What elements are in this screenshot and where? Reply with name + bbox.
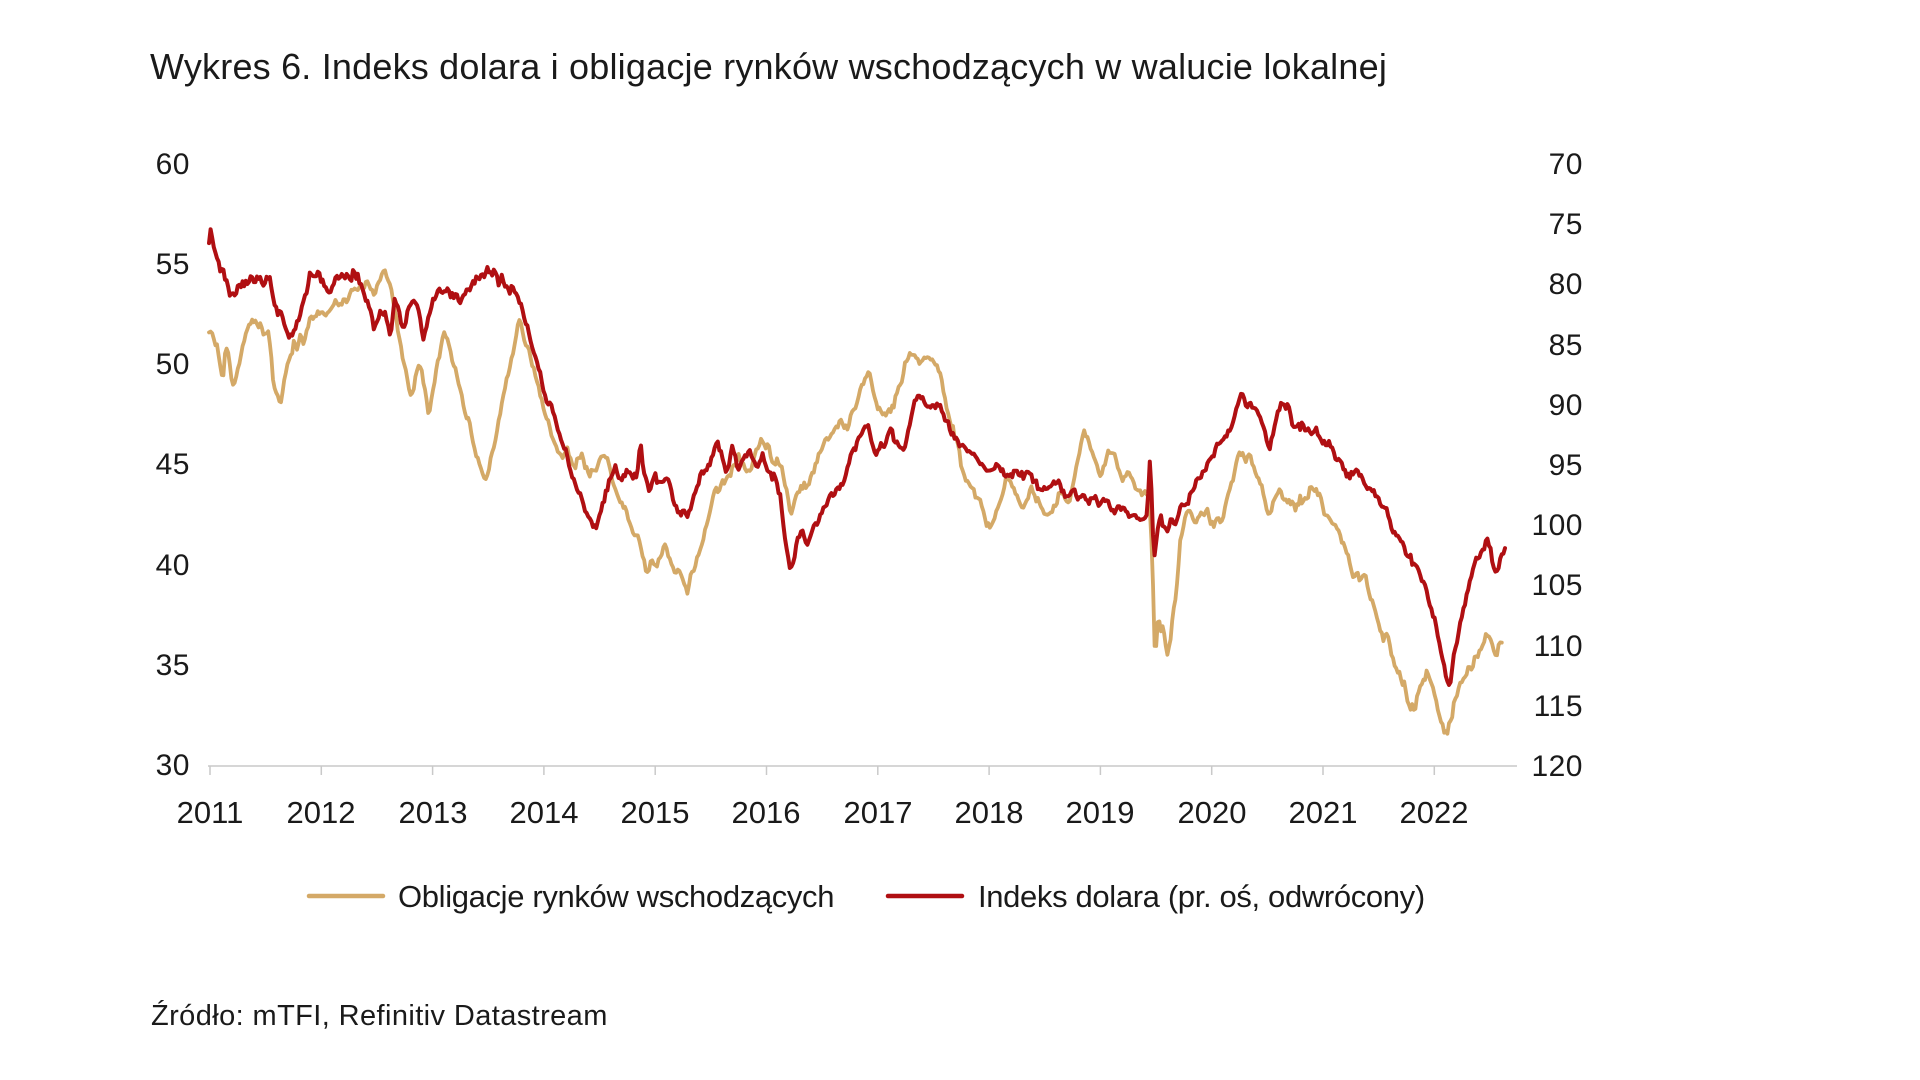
svg-text:105: 105 bbox=[1531, 569, 1583, 602]
svg-text:Indeks dolara (pr. oś, odwróco: Indeks dolara (pr. oś, odwrócony) bbox=[978, 879, 1425, 914]
svg-text:2015: 2015 bbox=[621, 795, 690, 830]
svg-text:50: 50 bbox=[156, 348, 190, 381]
svg-text:100: 100 bbox=[1531, 509, 1583, 542]
svg-text:2019: 2019 bbox=[1066, 795, 1135, 830]
svg-text:30: 30 bbox=[156, 749, 190, 782]
svg-text:2017: 2017 bbox=[844, 795, 913, 830]
svg-text:115: 115 bbox=[1534, 690, 1583, 723]
svg-text:45: 45 bbox=[156, 448, 190, 481]
svg-text:2011: 2011 bbox=[177, 795, 244, 830]
svg-text:40: 40 bbox=[156, 549, 190, 582]
svg-text:2021: 2021 bbox=[1289, 795, 1358, 830]
svg-text:55: 55 bbox=[156, 248, 190, 281]
svg-text:2022: 2022 bbox=[1400, 795, 1469, 830]
svg-text:2016: 2016 bbox=[732, 795, 801, 830]
svg-text:2018: 2018 bbox=[955, 795, 1024, 830]
svg-text:2012: 2012 bbox=[287, 795, 356, 830]
svg-text:2013: 2013 bbox=[399, 795, 468, 830]
svg-text:2020: 2020 bbox=[1178, 795, 1247, 830]
svg-text:75: 75 bbox=[1549, 208, 1583, 241]
svg-text:70: 70 bbox=[1549, 148, 1583, 181]
svg-text:80: 80 bbox=[1549, 268, 1583, 301]
svg-text:2014: 2014 bbox=[510, 795, 579, 830]
svg-text:60: 60 bbox=[156, 148, 190, 181]
svg-text:90: 90 bbox=[1549, 389, 1583, 422]
svg-text:Obligacje rynków wschodzących: Obligacje rynków wschodzących bbox=[398, 879, 834, 914]
svg-text:95: 95 bbox=[1549, 449, 1583, 482]
svg-text:35: 35 bbox=[156, 649, 190, 682]
svg-text:85: 85 bbox=[1549, 329, 1583, 362]
svg-text:120: 120 bbox=[1531, 750, 1583, 783]
svg-text:110: 110 bbox=[1534, 630, 1583, 663]
